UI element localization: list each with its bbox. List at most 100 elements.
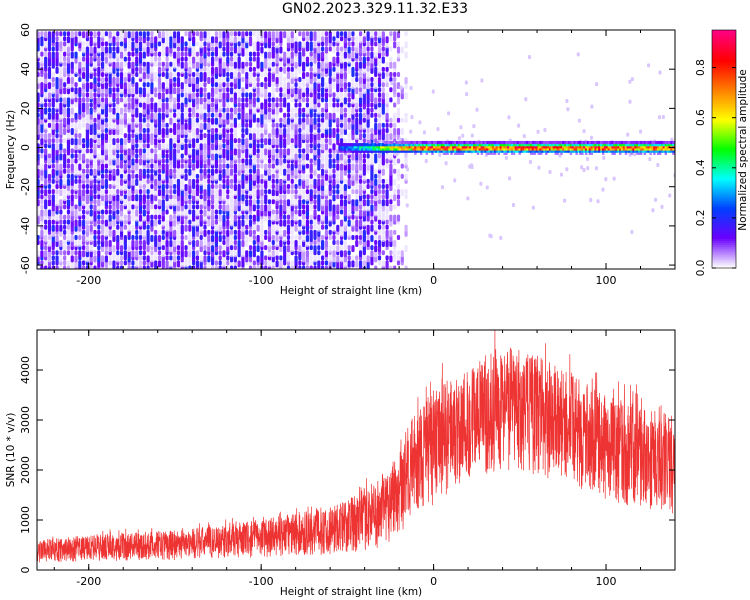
- heatmap-cell: [116, 138, 120, 144]
- heatmap-cell: [226, 92, 230, 100]
- heatmap-cell: [267, 250, 272, 258]
- heatmap-cell: [279, 36, 283, 44]
- heatmap-cell: [195, 117, 200, 123]
- heatmap-cell: [374, 143, 377, 147]
- heatmap-cell: [85, 255, 90, 263]
- heatmap-cell: [444, 161, 448, 166]
- heatmap-cell: [222, 82, 226, 88]
- heatmap-cell: [275, 250, 279, 256]
- heatmap-cell: [55, 265, 59, 269]
- heatmap-cell: [40, 77, 44, 83]
- heatmap-cell: [309, 143, 313, 149]
- heatmap-cell: [252, 229, 256, 235]
- heatmap-cell: [391, 145, 394, 149]
- heatmap-cell: [357, 147, 360, 151]
- heatmap-cell: [66, 77, 71, 85]
- heatmap-cell: [74, 153, 78, 159]
- heatmap-cell: [286, 138, 291, 146]
- heatmap-cell: [104, 148, 108, 156]
- heatmap-cell: [146, 265, 150, 269]
- heatmap-cell: [264, 107, 268, 115]
- heatmap-cell: [457, 136, 461, 141]
- heatmap-cell: [286, 127, 291, 133]
- heatmap-cell: [229, 87, 234, 95]
- heatmap-cell: [507, 143, 510, 147]
- heatmap-cell: [237, 82, 241, 90]
- heatmap-cell: [233, 255, 237, 263]
- heatmap-cell: [233, 77, 237, 85]
- heatmap-cell: [74, 184, 78, 192]
- heatmap-cell: [377, 56, 382, 64]
- heatmap-cell: [248, 158, 253, 166]
- heatmap-cell: [78, 194, 82, 202]
- heatmap-cell: [283, 158, 287, 164]
- heatmap-cell: [290, 168, 294, 176]
- heatmap-cell: [82, 66, 86, 72]
- heatmap-cell: [497, 149, 501, 153]
- heatmap-cell: [444, 140, 447, 145]
- heatmap-cell: [358, 240, 363, 246]
- heatmap-cell: [465, 147, 468, 151]
- heatmap-cell: [195, 97, 200, 105]
- heatmap-cell: [40, 204, 44, 210]
- heatmap-cell: [385, 36, 389, 44]
- heatmap-cell: [328, 117, 332, 125]
- heatmap-cell: [199, 41, 203, 49]
- heatmap-cell: [267, 168, 272, 176]
- heatmap-cell: [51, 77, 55, 83]
- heatmap-cell: [55, 250, 59, 256]
- heatmap-cell: [44, 153, 48, 161]
- heatmap-cell: [328, 46, 332, 52]
- heatmap-cell: [146, 31, 150, 37]
- heatmap-cell: [476, 151, 480, 155]
- heatmap-cell: [400, 145, 404, 149]
- heatmap-cell: [488, 147, 491, 151]
- heatmap-cell: [321, 36, 325, 42]
- heatmap-cell: [305, 133, 310, 141]
- heatmap-cell: [351, 224, 355, 232]
- heatmap-cell: [366, 214, 370, 222]
- heatmap-cell: [302, 82, 306, 88]
- heatmap-cell: [188, 219, 192, 225]
- heatmap-cell: [188, 77, 192, 85]
- heatmap-cell: [484, 149, 487, 153]
- heatmap-cell: [66, 138, 71, 146]
- heatmap-cell: [195, 209, 200, 217]
- heatmap-cell: [321, 163, 325, 169]
- heatmap-cell: [112, 148, 116, 156]
- heatmap-cell: [82, 260, 86, 266]
- heatmap-cell: [358, 112, 363, 120]
- heatmap-cell: [512, 145, 516, 149]
- heatmap-cell: [119, 153, 124, 161]
- heatmap-cell: [339, 71, 344, 79]
- heatmap-cell: [195, 138, 200, 144]
- heatmap-cell: [89, 265, 93, 269]
- heatmap-cell: [484, 143, 487, 147]
- heatmap-cell: [499, 145, 502, 149]
- heatmap-cell: [157, 122, 162, 130]
- heatmap-cell: [157, 112, 162, 120]
- heatmap-cell: [486, 140, 489, 145]
- heatmap-cell: [131, 265, 135, 269]
- heatmap-cell: [176, 245, 181, 251]
- heatmap-cell: [59, 112, 63, 120]
- heatmap-cell: [324, 138, 329, 144]
- heatmap-cell: [55, 214, 59, 222]
- heatmap-cell: [347, 194, 351, 202]
- heatmap-cell: [294, 260, 298, 268]
- heatmap-cell: [286, 56, 291, 64]
- heatmap-cell: [389, 194, 393, 200]
- heatmap-cell: [66, 31, 71, 37]
- heatmap-cell: [74, 31, 78, 37]
- heatmap-cell: [161, 173, 165, 181]
- heatmap-cell: [112, 204, 116, 212]
- heatmap-cell: [108, 112, 112, 120]
- heatmap-cell: [402, 140, 406, 145]
- heatmap-cell: [169, 127, 173, 133]
- heatmap-cell: [267, 158, 272, 164]
- heatmap-cell: [70, 107, 74, 115]
- heatmap-cell: [524, 147, 527, 151]
- heatmap-cell: [161, 46, 165, 54]
- heatmap-cell: [317, 77, 321, 85]
- heatmap-cell: [135, 133, 139, 141]
